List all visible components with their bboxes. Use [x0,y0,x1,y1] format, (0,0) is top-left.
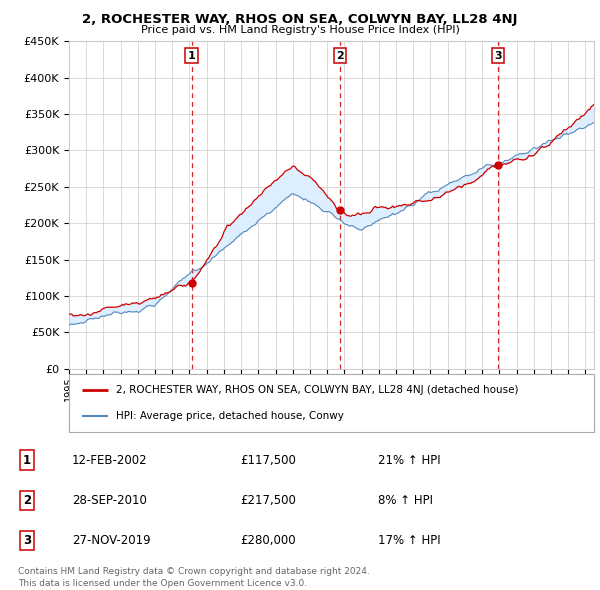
Text: 1: 1 [188,51,196,61]
Text: £117,500: £117,500 [240,454,296,467]
Text: 2: 2 [23,494,31,507]
Text: 1: 1 [23,454,31,467]
Text: 17% ↑ HPI: 17% ↑ HPI [378,534,440,547]
Text: 27-NOV-2019: 27-NOV-2019 [72,534,151,547]
Text: Price paid vs. HM Land Registry's House Price Index (HPI): Price paid vs. HM Land Registry's House … [140,25,460,35]
Text: 3: 3 [494,51,502,61]
Text: 12-FEB-2002: 12-FEB-2002 [72,454,148,467]
Text: £217,500: £217,500 [240,494,296,507]
Text: This data is licensed under the Open Government Licence v3.0.: This data is licensed under the Open Gov… [18,579,307,588]
Text: 8% ↑ HPI: 8% ↑ HPI [378,494,433,507]
Text: 3: 3 [23,534,31,547]
Text: Contains HM Land Registry data © Crown copyright and database right 2024.: Contains HM Land Registry data © Crown c… [18,567,370,576]
Text: 21% ↑ HPI: 21% ↑ HPI [378,454,440,467]
Text: £280,000: £280,000 [240,534,296,547]
Text: 2, ROCHESTER WAY, RHOS ON SEA, COLWYN BAY, LL28 4NJ (detached house): 2, ROCHESTER WAY, RHOS ON SEA, COLWYN BA… [116,385,519,395]
Text: 2, ROCHESTER WAY, RHOS ON SEA, COLWYN BAY, LL28 4NJ: 2, ROCHESTER WAY, RHOS ON SEA, COLWYN BA… [82,13,518,26]
Text: 2: 2 [336,51,344,61]
Text: HPI: Average price, detached house, Conwy: HPI: Average price, detached house, Conw… [116,411,344,421]
Text: 28-SEP-2010: 28-SEP-2010 [72,494,147,507]
